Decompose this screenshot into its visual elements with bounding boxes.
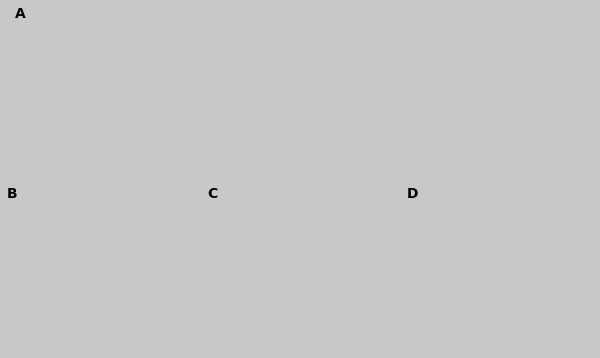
Text: D: D	[407, 187, 418, 201]
Text: C: C	[207, 187, 217, 201]
Text: A: A	[15, 7, 26, 21]
Text: B: B	[7, 187, 17, 201]
